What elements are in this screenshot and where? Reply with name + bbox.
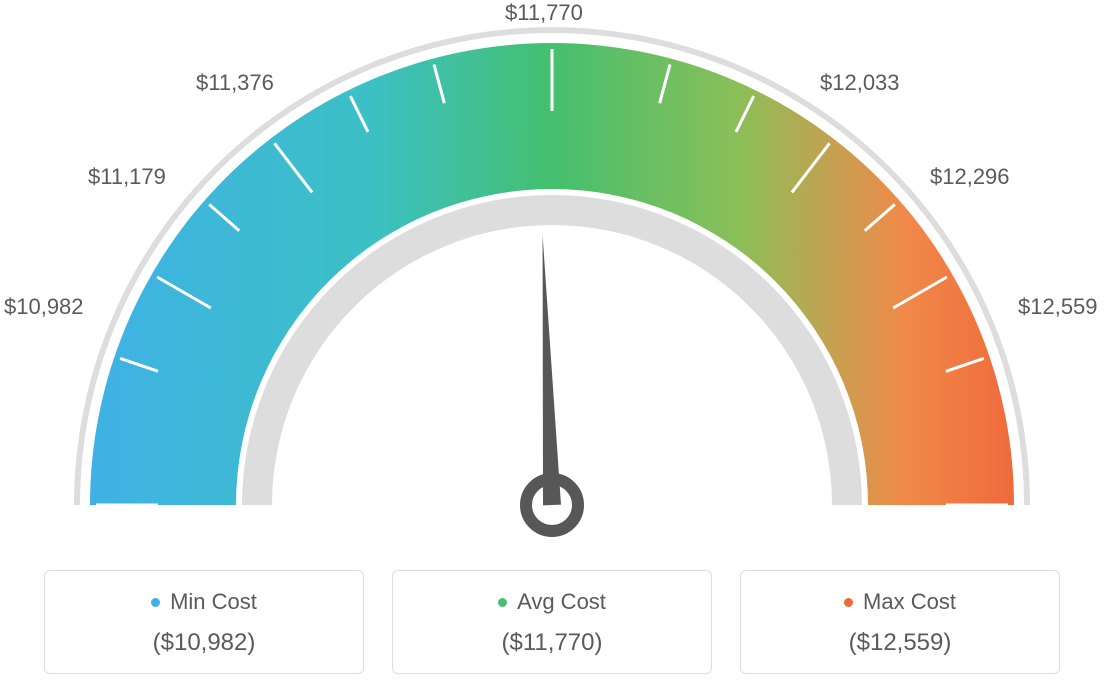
legend-title-text: Min Cost: [170, 589, 257, 615]
dot-icon: [151, 598, 160, 607]
legend-title-avg: Avg Cost: [498, 589, 606, 615]
legend-value-min: ($10,982): [45, 629, 363, 657]
legend-card-avg: Avg Cost ($11,770): [392, 570, 712, 674]
legend-value-avg: ($11,770): [393, 629, 711, 657]
legend-row: Min Cost ($10,982) Avg Cost ($11,770) Ma…: [0, 570, 1104, 674]
gauge-tick-label: $12,033: [820, 70, 900, 96]
gauge-tick-label: $11,376: [196, 70, 274, 96]
gauge-tick-label: $12,296: [930, 164, 1010, 190]
dot-icon: [498, 598, 507, 607]
gauge-tick-label: $11,770: [505, 0, 583, 26]
legend-card-min: Min Cost ($10,982): [44, 570, 364, 674]
legend-title-min: Min Cost: [151, 589, 257, 615]
gauge-chart: $10,982 $11,179 $11,376 $11,770 $12,033 $12,2…: [0, 0, 1104, 560]
legend-card-max: Max Cost ($12,559): [740, 570, 1060, 674]
gauge-svg: [0, 0, 1104, 560]
gauge-tick-label: $11,179: [88, 164, 166, 190]
gauge-tick-label: $10,982: [4, 294, 84, 320]
legend-value-max: ($12,559): [741, 629, 1059, 657]
legend-title-text: Max Cost: [863, 589, 956, 615]
dot-icon: [844, 598, 853, 607]
gauge-tick-label: $12,559: [1018, 294, 1098, 320]
legend-title-text: Avg Cost: [517, 589, 606, 615]
legend-title-max: Max Cost: [844, 589, 956, 615]
